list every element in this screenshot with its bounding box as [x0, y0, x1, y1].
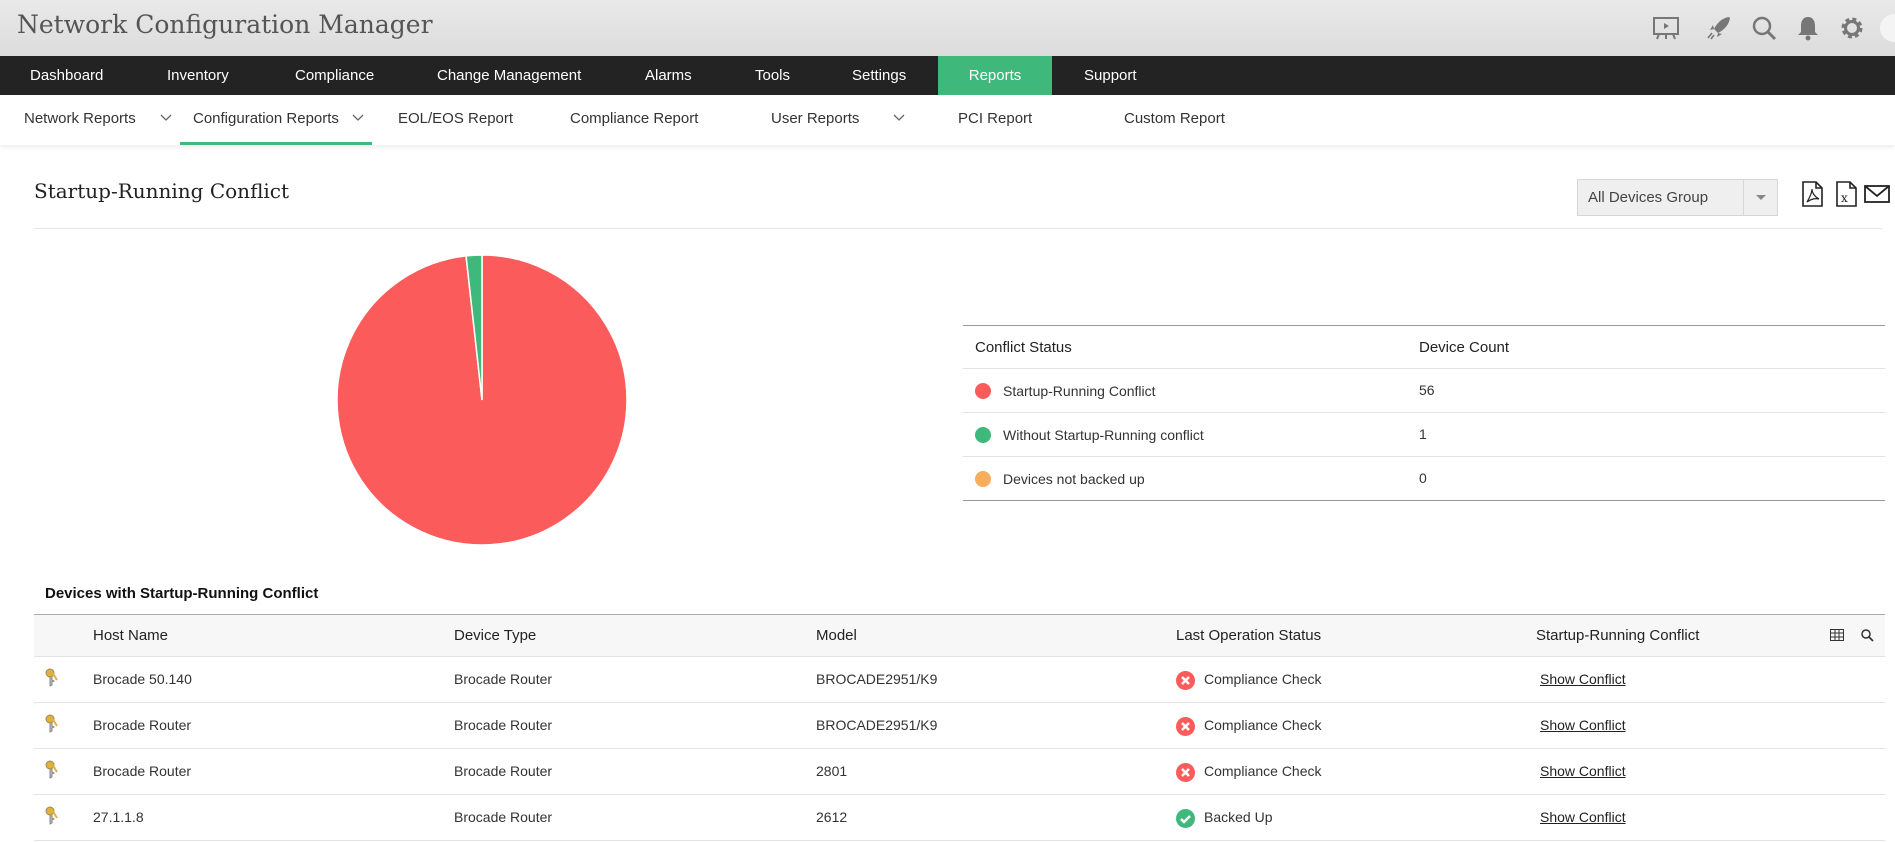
red-dot-icon	[975, 383, 991, 399]
sub-nav: Network Reports Configuration Reports EO…	[0, 95, 1895, 145]
legend-count: 56	[1419, 382, 1435, 398]
search-icon[interactable]	[1750, 14, 1778, 42]
subnav-eol-eos-report[interactable]: EOL/EOS Report	[398, 110, 514, 127]
device-group-select[interactable]: All Devices Group	[1577, 179, 1778, 216]
nav-tools[interactable]: Tools	[755, 67, 791, 84]
device-type: Brocade Router	[454, 809, 553, 825]
excel-icon[interactable]: x	[1834, 180, 1860, 208]
column-chooser-icon[interactable]	[1830, 629, 1844, 641]
mail-icon[interactable]	[1863, 180, 1891, 208]
chevron-down-icon[interactable]	[352, 111, 364, 123]
nav-dashboard[interactable]: Dashboard	[30, 67, 104, 84]
legend-label: Devices not backed up	[1003, 471, 1145, 487]
devices-table-title: Devices with Startup-Running Conflict	[45, 585, 319, 602]
error-x-icon	[1176, 717, 1195, 736]
success-check-icon	[1176, 809, 1195, 828]
pie-slice-without-startup-running-conflict[interactable]	[465, 254, 483, 401]
app-title: Network Configuration Manager	[17, 10, 433, 39]
show-conflict-link[interactable]: Show Conflict	[1540, 671, 1626, 687]
show-conflict-link[interactable]: Show Conflict	[1540, 809, 1626, 825]
active-tab-indicator	[180, 142, 372, 145]
gear-icon[interactable]	[1838, 14, 1866, 42]
show-conflict-link[interactable]: Show Conflict	[1540, 763, 1626, 779]
chevron-down-icon[interactable]	[160, 111, 172, 123]
device-type: Brocade Router	[454, 717, 553, 733]
page-title: Startup-Running Conflict	[34, 179, 290, 203]
legend-row[interactable]: Without Startup-Running conflict 1	[963, 412, 1885, 456]
nav-support[interactable]: Support	[1084, 67, 1137, 84]
last-operation-status: Compliance Check	[1204, 763, 1322, 779]
model: BROCADE2951/K9	[816, 717, 938, 733]
table-row[interactable]: Brocade Router Brocade Router 2801 Compl…	[34, 749, 1885, 795]
last-operation-status: Backed Up	[1204, 809, 1273, 825]
col-last-operation-status[interactable]: Last Operation Status	[1176, 627, 1322, 644]
presentation-icon[interactable]	[1652, 14, 1680, 42]
host-name[interactable]: 27.1.1.8	[93, 809, 144, 825]
host-name[interactable]: Brocade Router	[93, 763, 192, 779]
header-device-count: Device Count	[1419, 339, 1510, 356]
device-type: Brocade Router	[454, 763, 553, 779]
nav-alarms[interactable]: Alarms	[645, 67, 692, 84]
show-conflict-link[interactable]: Show Conflict	[1540, 717, 1626, 733]
host-name[interactable]: Brocade 50.140	[93, 671, 192, 687]
legend-label: Without Startup-Running conflict	[1003, 427, 1204, 443]
device-group-value: All Devices Group	[1588, 189, 1709, 206]
subnav-compliance-report[interactable]: Compliance Report	[570, 110, 699, 127]
table-header: Host Name Device Type Model Last Operati…	[34, 615, 1885, 657]
device-key-icon	[45, 714, 58, 733]
error-x-icon	[1176, 671, 1195, 690]
app-header: Network Configuration Manager	[0, 0, 1895, 56]
table-row[interactable]: 27.1.1.8 Brocade Router 2612 Backed Up S…	[34, 795, 1885, 841]
device-key-icon	[45, 806, 58, 825]
legend-count: 1	[1419, 426, 1427, 442]
legend-row[interactable]: Devices not backed up 0	[963, 456, 1885, 500]
error-x-icon	[1176, 763, 1195, 782]
main-nav: Dashboard Inventory Compliance Change Ma…	[0, 56, 1895, 95]
conflict-pie-chart	[336, 254, 628, 546]
nav-compliance[interactable]: Compliance	[295, 67, 375, 84]
table-row[interactable]: Brocade 50.140 Brocade Router BROCADE295…	[34, 657, 1885, 703]
legend-count: 0	[1419, 470, 1427, 486]
col-host-name[interactable]: Host Name	[93, 627, 169, 644]
nav-change-management[interactable]: Change Management	[437, 67, 582, 84]
col-device-type[interactable]: Device Type	[454, 627, 537, 644]
nav-reports[interactable]: Reports	[938, 56, 1052, 95]
caret-down-icon[interactable]	[1743, 180, 1777, 215]
header-conflict-status: Conflict Status	[975, 339, 1072, 356]
green-dot-icon	[975, 427, 991, 443]
chevron-down-icon[interactable]	[893, 111, 905, 123]
device-key-icon	[45, 760, 58, 779]
table-search-icon[interactable]	[1860, 628, 1874, 642]
nav-settings[interactable]: Settings	[852, 67, 907, 84]
rocket-icon[interactable]	[1705, 14, 1733, 42]
legend-row[interactable]: Startup-Running Conflict 56	[963, 368, 1885, 412]
orange-dot-icon	[975, 471, 991, 487]
avatar[interactable]	[1880, 14, 1895, 42]
pdf-icon[interactable]	[1800, 180, 1826, 208]
host-name[interactable]: Brocade Router	[93, 717, 192, 733]
last-operation-status: Compliance Check	[1204, 717, 1322, 733]
device-type: Brocade Router	[454, 671, 553, 687]
col-startup-running-conflict[interactable]: Startup-Running Conflict	[1536, 627, 1700, 644]
model: BROCADE2951/K9	[816, 671, 938, 687]
legend-header: Conflict Status Device Count	[963, 326, 1885, 368]
legend-label: Startup-Running Conflict	[1003, 383, 1156, 399]
subnav-pci-report[interactable]: PCI Report	[958, 110, 1033, 127]
svg-text:x: x	[1841, 191, 1848, 205]
divider	[34, 228, 1882, 229]
last-operation-status: Compliance Check	[1204, 671, 1322, 687]
subnav-custom-report[interactable]: Custom Report	[1124, 110, 1225, 127]
conflict-status-table: Conflict Status Device Count Startup-Run…	[963, 325, 1885, 501]
col-model[interactable]: Model	[816, 627, 857, 644]
bell-icon[interactable]	[1794, 14, 1822, 42]
nav-inventory[interactable]: Inventory	[167, 67, 229, 84]
subnav-user-reports[interactable]: User Reports	[771, 110, 860, 127]
subnav-network-reports[interactable]: Network Reports	[24, 110, 136, 127]
model: 2801	[816, 763, 848, 779]
device-key-icon	[45, 668, 58, 687]
subnav-configuration-reports[interactable]: Configuration Reports	[193, 110, 339, 127]
model: 2612	[816, 809, 848, 825]
devices-table: Host Name Device Type Model Last Operati…	[34, 614, 1885, 841]
table-row[interactable]: Brocade Router Brocade Router BROCADE295…	[34, 703, 1885, 749]
